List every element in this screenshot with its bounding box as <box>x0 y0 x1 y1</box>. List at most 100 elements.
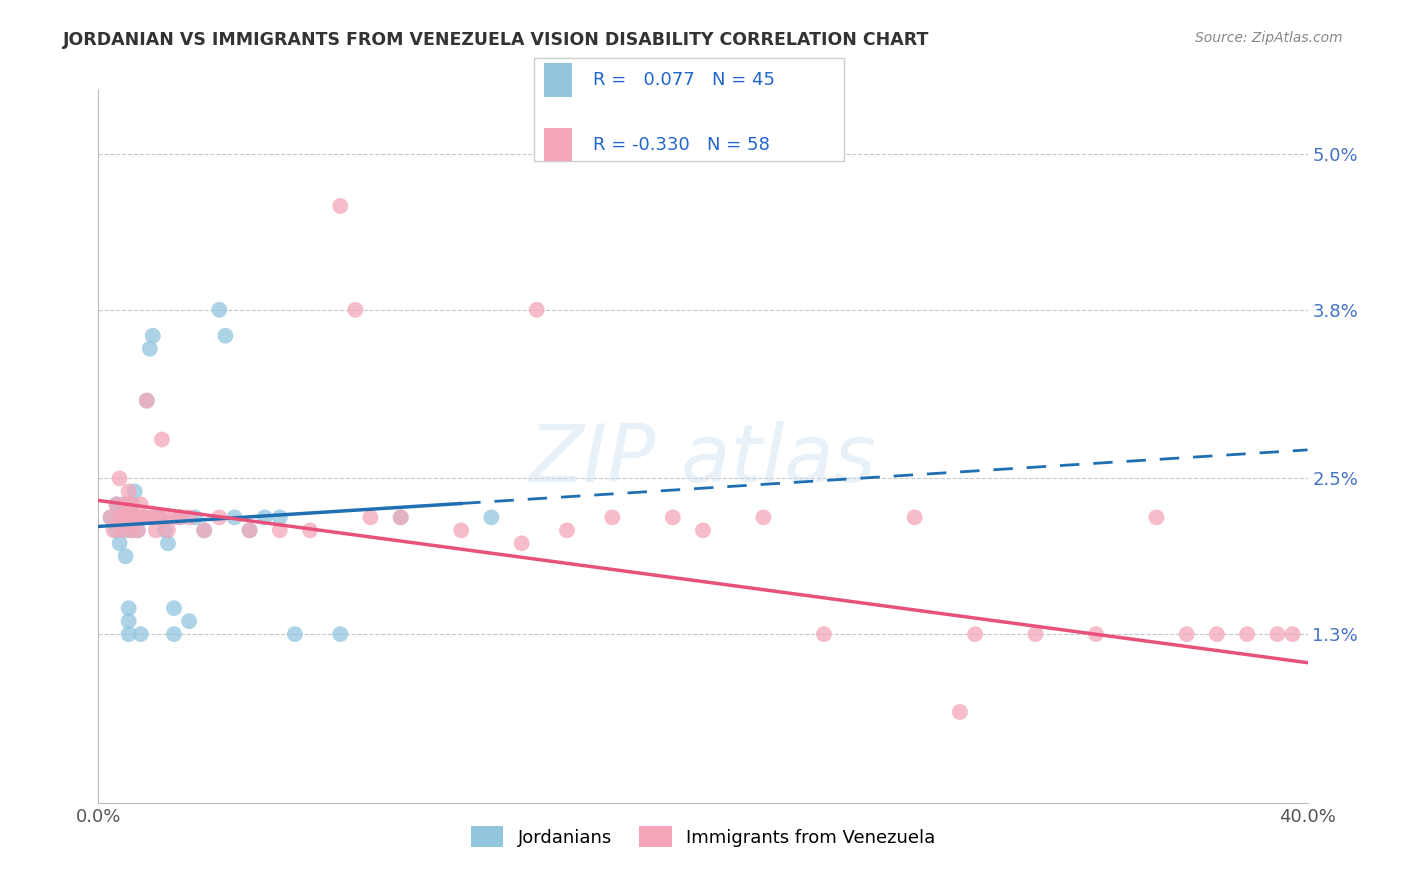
Point <box>111 524 134 538</box>
Point <box>124 510 146 524</box>
Point <box>602 510 624 524</box>
Point <box>284 627 307 641</box>
Point <box>108 471 131 485</box>
Text: ZIP atlas: ZIP atlas <box>529 421 877 500</box>
Point <box>179 614 201 628</box>
Point <box>193 524 215 538</box>
Point <box>184 510 207 524</box>
Point <box>100 510 122 524</box>
Point <box>124 484 146 499</box>
Point <box>214 328 236 343</box>
Point <box>360 510 382 524</box>
Point <box>114 497 136 511</box>
Point <box>269 524 291 538</box>
Point <box>105 497 128 511</box>
Point <box>105 524 128 538</box>
Point <box>145 524 167 538</box>
Point <box>389 510 412 524</box>
Point <box>153 510 176 524</box>
Point <box>1281 627 1303 641</box>
Point <box>661 510 683 524</box>
Point <box>114 524 136 538</box>
Point <box>132 510 155 524</box>
Point <box>965 627 987 641</box>
Point <box>139 342 162 356</box>
Text: R = -0.330   N = 58: R = -0.330 N = 58 <box>593 136 770 153</box>
Point <box>114 510 136 524</box>
Point <box>121 497 143 511</box>
Point <box>124 510 146 524</box>
Point <box>329 627 352 641</box>
Point <box>108 536 131 550</box>
Text: R =   0.077   N = 45: R = 0.077 N = 45 <box>593 71 775 89</box>
Point <box>510 536 533 550</box>
Point <box>329 199 352 213</box>
Point <box>1206 627 1229 641</box>
Point <box>129 627 152 641</box>
Point <box>111 510 134 524</box>
Point <box>193 524 215 538</box>
Point <box>1267 627 1289 641</box>
Point <box>127 510 149 524</box>
Point <box>118 601 141 615</box>
Point <box>111 510 134 524</box>
Point <box>179 510 201 524</box>
Point <box>163 627 186 641</box>
Point <box>132 510 155 524</box>
Point <box>114 510 136 524</box>
Point <box>813 627 835 641</box>
Point <box>389 510 412 524</box>
Point <box>163 601 186 615</box>
Point <box>135 393 157 408</box>
Point <box>118 614 141 628</box>
Point <box>163 510 186 524</box>
Point <box>299 524 322 538</box>
Point <box>108 510 131 524</box>
Point <box>450 524 472 538</box>
Point <box>253 510 276 524</box>
Point <box>1236 627 1258 641</box>
Point <box>169 510 191 524</box>
Point <box>239 524 262 538</box>
Point <box>118 627 141 641</box>
Point <box>150 433 173 447</box>
Point <box>1144 510 1167 524</box>
Point <box>118 510 141 524</box>
Point <box>156 536 179 550</box>
Point <box>481 510 503 524</box>
Point <box>142 510 165 524</box>
Point <box>692 524 714 538</box>
Point <box>555 524 578 538</box>
Point <box>148 510 170 524</box>
Text: JORDANIAN VS IMMIGRANTS FROM VENEZUELA VISION DISABILITY CORRELATION CHART: JORDANIAN VS IMMIGRANTS FROM VENEZUELA V… <box>63 31 929 49</box>
Point <box>103 524 125 538</box>
Point <box>1175 627 1198 641</box>
Point <box>121 524 143 538</box>
Point <box>169 510 191 524</box>
Point <box>118 510 141 524</box>
Legend: Jordanians, Immigrants from Venezuela: Jordanians, Immigrants from Venezuela <box>464 819 942 855</box>
Text: Source: ZipAtlas.com: Source: ZipAtlas.com <box>1195 31 1343 45</box>
Point <box>145 510 167 524</box>
Point <box>148 510 170 524</box>
Point <box>153 524 176 538</box>
Point <box>142 328 165 343</box>
Point <box>135 393 157 408</box>
Point <box>139 510 162 524</box>
Point <box>121 497 143 511</box>
Point <box>121 524 143 538</box>
Point <box>118 484 141 499</box>
Point <box>904 510 927 524</box>
Point <box>114 549 136 564</box>
Point <box>224 510 246 524</box>
Point <box>1024 627 1046 641</box>
Point <box>129 497 152 511</box>
Point <box>344 302 367 317</box>
Point <box>127 524 149 538</box>
Point <box>1085 627 1108 641</box>
Point <box>105 497 128 511</box>
Point <box>111 497 134 511</box>
Point <box>108 510 131 524</box>
Point <box>752 510 775 524</box>
Point <box>239 524 262 538</box>
